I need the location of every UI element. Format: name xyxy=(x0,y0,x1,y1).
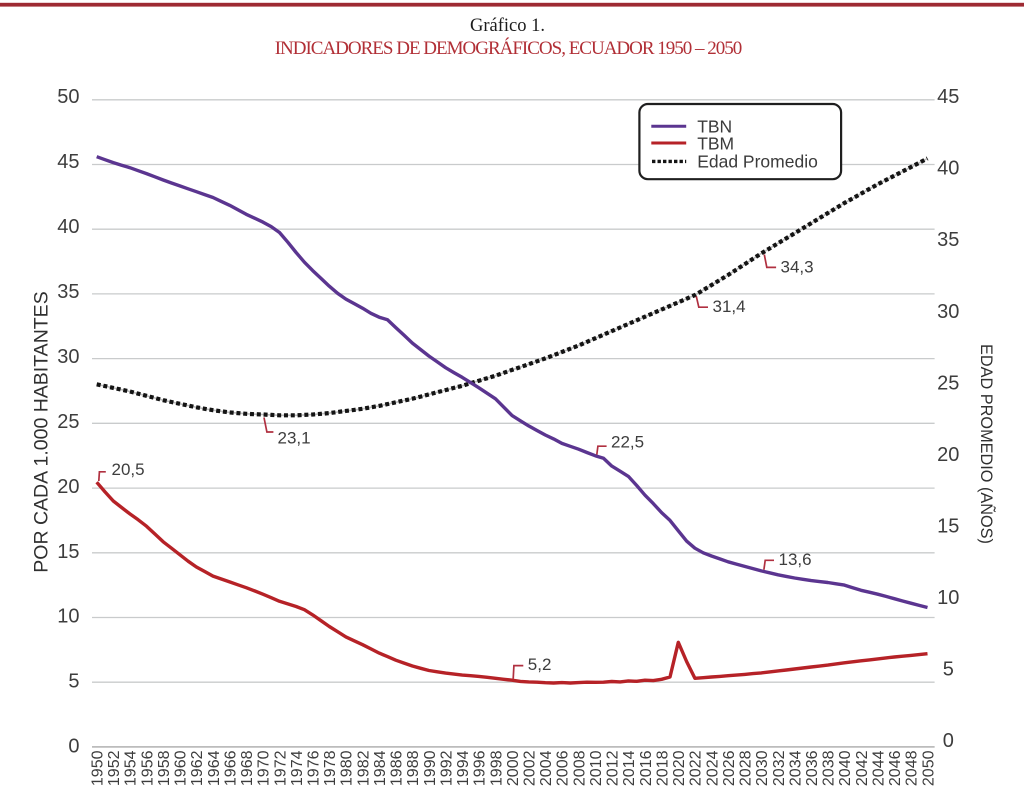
svg-text:22,5: 22,5 xyxy=(611,433,644,452)
svg-text:2024: 2024 xyxy=(704,750,721,786)
svg-text:34,3: 34,3 xyxy=(781,257,814,276)
svg-text:5: 5 xyxy=(943,659,954,681)
svg-text:40: 40 xyxy=(937,158,959,180)
svg-text:2004: 2004 xyxy=(538,750,555,786)
svg-text:2046: 2046 xyxy=(887,750,904,786)
svg-text:1958: 1958 xyxy=(156,750,173,786)
svg-text:31,4: 31,4 xyxy=(713,297,746,316)
svg-text:1968: 1968 xyxy=(239,750,256,786)
svg-text:45: 45 xyxy=(57,151,79,173)
svg-text:1998: 1998 xyxy=(488,750,505,786)
svg-text:1954: 1954 xyxy=(123,750,140,786)
svg-text:23,1: 23,1 xyxy=(278,429,311,448)
svg-text:1976: 1976 xyxy=(305,750,322,786)
svg-text:1996: 1996 xyxy=(472,750,489,786)
svg-text:30: 30 xyxy=(57,346,79,368)
svg-text:1960: 1960 xyxy=(173,750,190,786)
svg-text:20: 20 xyxy=(57,476,79,498)
svg-text:5,2: 5,2 xyxy=(528,655,552,674)
svg-text:10: 10 xyxy=(57,606,79,628)
svg-text:2016: 2016 xyxy=(638,750,655,786)
svg-text:2028: 2028 xyxy=(737,750,754,786)
svg-text:2050: 2050 xyxy=(920,750,937,786)
svg-text:2044: 2044 xyxy=(870,750,887,786)
svg-text:1970: 1970 xyxy=(256,750,273,786)
svg-text:50: 50 xyxy=(57,86,79,108)
svg-text:1978: 1978 xyxy=(322,750,339,786)
svg-text:30: 30 xyxy=(937,301,959,323)
svg-text:2032: 2032 xyxy=(771,750,788,786)
svg-text:25: 25 xyxy=(937,372,959,394)
svg-text:35: 35 xyxy=(937,229,959,251)
svg-text:1952: 1952 xyxy=(106,750,123,786)
svg-text:1956: 1956 xyxy=(139,750,156,786)
svg-text:TBM: TBM xyxy=(697,133,734,153)
svg-text:1962: 1962 xyxy=(189,750,206,786)
svg-text:20,5: 20,5 xyxy=(112,460,145,479)
svg-text:1974: 1974 xyxy=(289,750,306,786)
svg-text:1950: 1950 xyxy=(89,750,106,786)
svg-text:2026: 2026 xyxy=(721,750,738,786)
svg-text:13,6: 13,6 xyxy=(779,550,812,569)
svg-text:2030: 2030 xyxy=(754,750,771,786)
svg-text:Edad Promedio: Edad Promedio xyxy=(697,152,818,172)
svg-text:1986: 1986 xyxy=(389,750,406,786)
svg-text:0: 0 xyxy=(943,730,954,752)
svg-text:1964: 1964 xyxy=(206,750,223,786)
svg-text:15: 15 xyxy=(57,541,79,563)
svg-text:2000: 2000 xyxy=(505,750,522,786)
svg-text:2008: 2008 xyxy=(571,750,588,786)
svg-text:25: 25 xyxy=(57,411,79,433)
svg-text:2022: 2022 xyxy=(688,750,705,786)
svg-text:2042: 2042 xyxy=(854,750,871,786)
svg-text:INDICADORES DE DEMOGRÁFICOS, E: INDICADORES DE DEMOGRÁFICOS, ECUADOR 195… xyxy=(275,37,742,59)
svg-text:5: 5 xyxy=(68,671,79,693)
svg-text:1990: 1990 xyxy=(422,750,439,786)
svg-text:2014: 2014 xyxy=(621,750,638,786)
svg-text:20: 20 xyxy=(937,444,959,466)
svg-text:1984: 1984 xyxy=(372,750,389,786)
svg-text:0: 0 xyxy=(68,736,79,758)
svg-text:1988: 1988 xyxy=(405,750,422,786)
svg-text:2012: 2012 xyxy=(605,750,622,786)
svg-text:1982: 1982 xyxy=(355,750,372,786)
svg-text:2040: 2040 xyxy=(837,750,854,786)
svg-text:2018: 2018 xyxy=(654,750,671,786)
svg-text:POR CADA 1.000 HABITANTES: POR CADA 1.000 HABITANTES xyxy=(31,291,53,572)
svg-text:10: 10 xyxy=(937,587,959,609)
svg-text:35: 35 xyxy=(57,281,79,303)
svg-text:2048: 2048 xyxy=(904,750,921,786)
svg-text:2006: 2006 xyxy=(555,750,572,786)
svg-text:2010: 2010 xyxy=(588,750,605,786)
svg-text:EDAD PROMEDIO (AÑOS): EDAD PROMEDIO (AÑOS) xyxy=(977,344,997,544)
svg-text:2020: 2020 xyxy=(671,750,688,786)
svg-text:40: 40 xyxy=(57,216,79,238)
svg-text:1992: 1992 xyxy=(438,750,455,786)
svg-text:Gráfico 1.: Gráfico 1. xyxy=(470,16,545,36)
svg-text:1966: 1966 xyxy=(222,750,239,786)
svg-text:1980: 1980 xyxy=(339,750,356,786)
svg-text:15: 15 xyxy=(937,515,959,537)
svg-text:2034: 2034 xyxy=(787,750,804,786)
svg-text:2036: 2036 xyxy=(804,750,821,786)
svg-text:2002: 2002 xyxy=(521,750,538,786)
svg-text:1972: 1972 xyxy=(272,750,289,786)
svg-text:45: 45 xyxy=(937,86,959,108)
svg-text:2038: 2038 xyxy=(821,750,838,786)
svg-text:TBN: TBN xyxy=(697,117,732,137)
svg-text:1994: 1994 xyxy=(455,750,472,786)
